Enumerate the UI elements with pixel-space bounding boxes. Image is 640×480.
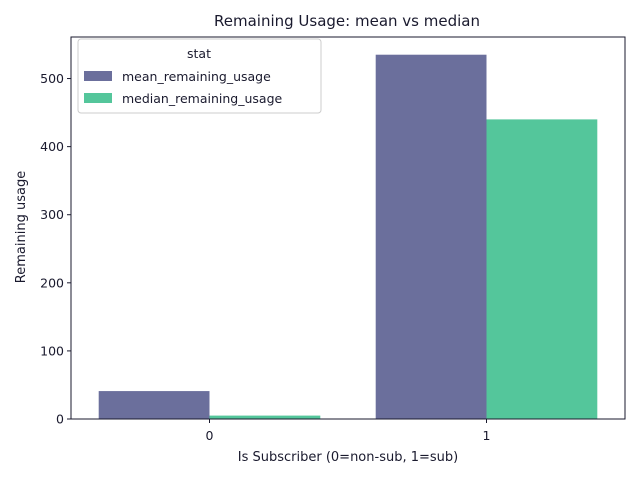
chart-title: Remaining Usage: mean vs median xyxy=(214,12,480,30)
legend-label-mean: mean_remaining_usage xyxy=(122,69,271,84)
x-tick-label: 0 xyxy=(206,428,214,443)
y-tick-label: 0 xyxy=(56,412,64,427)
bar-mean_remaining_usage-0 xyxy=(98,391,210,419)
y-tick-label: 200 xyxy=(40,275,64,290)
plot-frame xyxy=(70,36,626,420)
y-tick-label: 500 xyxy=(40,71,64,86)
y-tick-label: 300 xyxy=(40,207,64,222)
y-tick-label: 400 xyxy=(40,139,64,154)
bar-median_remaining_usage-1 xyxy=(486,119,598,420)
bars-layer xyxy=(98,54,598,420)
legend-swatch-mean xyxy=(84,71,112,81)
legend-label-median: median_remaining_usage xyxy=(122,91,283,106)
legend: stat mean_remaining_usage median_remaini… xyxy=(77,38,322,114)
x-tick-label: 1 xyxy=(483,428,491,443)
legend-title: stat xyxy=(187,46,211,61)
legend-swatch-median xyxy=(84,93,112,103)
legend-frame xyxy=(77,38,322,114)
y-axis-ticks: 0 100 200 300 400 500 xyxy=(40,71,71,427)
x-axis-label: Is Subscriber (0=non-sub, 1=sub) xyxy=(238,450,458,465)
y-tick-label: 100 xyxy=(40,343,64,358)
bar-median_remaining_usage-0 xyxy=(209,415,321,419)
bar-mean_remaining_usage-1 xyxy=(375,54,487,419)
y-axis-label: Remaining usage xyxy=(14,171,29,283)
